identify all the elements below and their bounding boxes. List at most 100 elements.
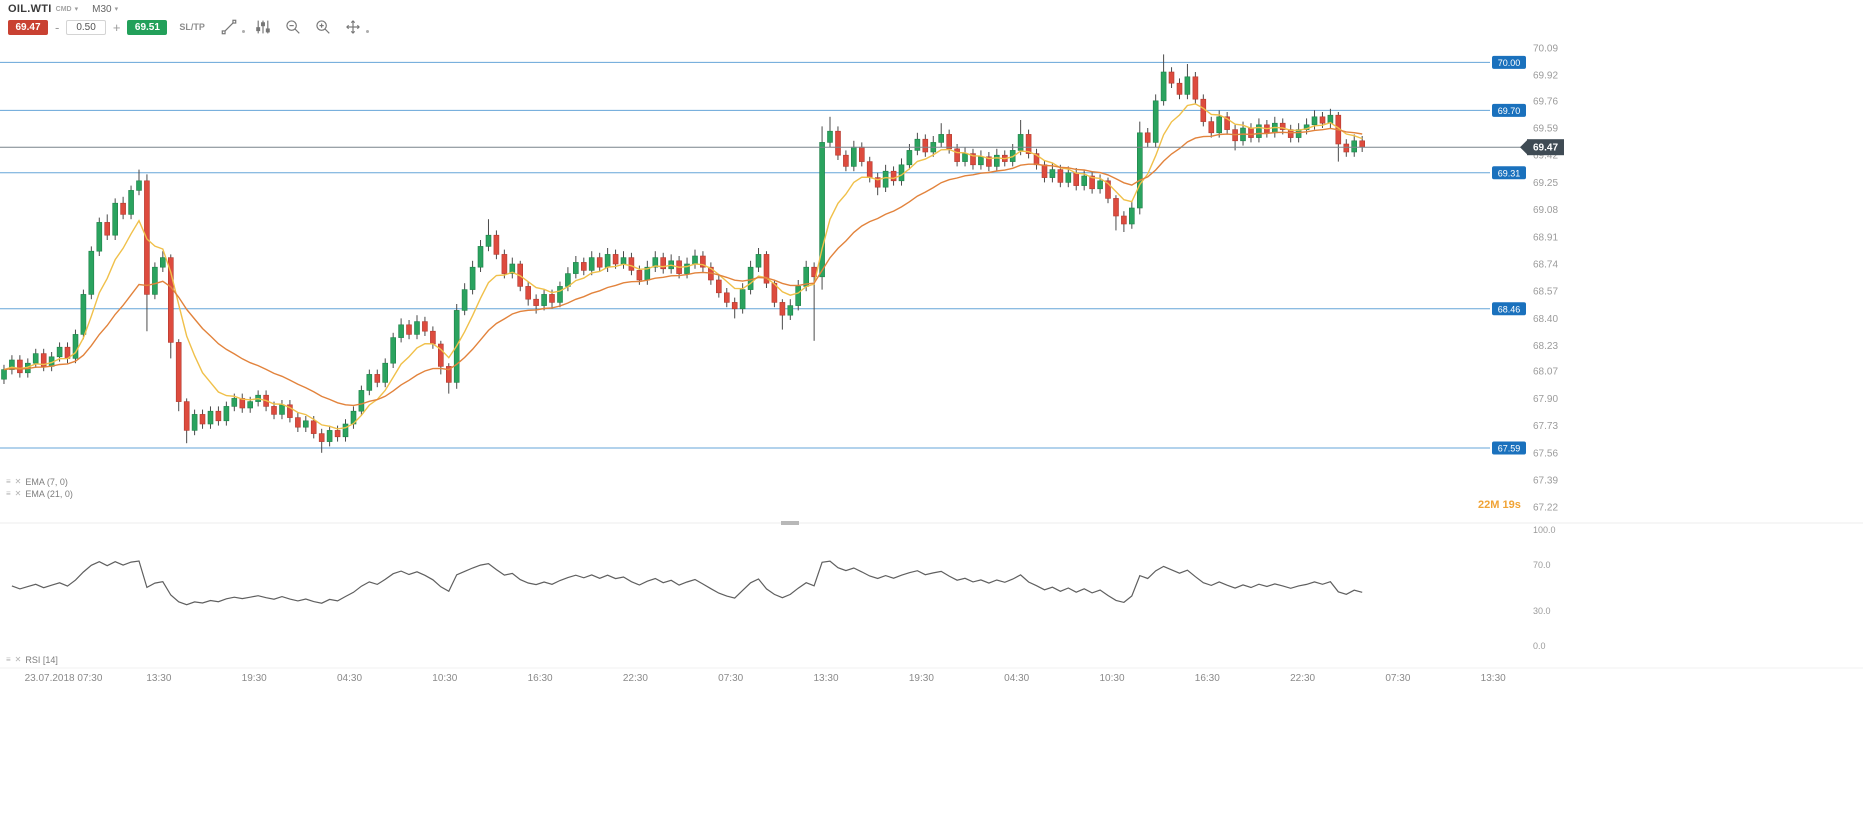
timeframe-value[interactable]: M30 xyxy=(92,3,112,15)
candle-down[interactable] xyxy=(1144,132,1151,143)
candle-up[interactable] xyxy=(652,257,659,268)
candle-up[interactable] xyxy=(160,257,166,268)
candle-down[interactable] xyxy=(271,406,277,415)
candle-up[interactable] xyxy=(207,410,214,425)
candle-down[interactable] xyxy=(1359,140,1365,148)
candle-up[interactable] xyxy=(247,401,253,409)
candle-down[interactable] xyxy=(1121,215,1127,225)
candle-up[interactable] xyxy=(604,254,611,268)
candle-up[interactable] xyxy=(96,222,103,252)
candle-up[interactable] xyxy=(366,374,373,391)
candle-up[interactable] xyxy=(382,362,389,383)
zoom-out-icon[interactable] xyxy=(285,19,301,35)
candle-up[interactable] xyxy=(342,423,349,438)
candle-up[interactable] xyxy=(414,321,420,335)
candle-down[interactable] xyxy=(954,148,960,162)
candle-up[interactable] xyxy=(302,420,309,428)
candle-up[interactable] xyxy=(588,257,595,271)
candle-down[interactable] xyxy=(104,222,110,236)
candle-down[interactable] xyxy=(628,257,635,271)
candle-up[interactable] xyxy=(993,154,1000,167)
candle-down[interactable] xyxy=(295,417,301,428)
ema-slow-legend[interactable]: ≡ ✕ EMA (21, 0) xyxy=(6,488,73,500)
candle-down[interactable] xyxy=(215,410,222,422)
candle-up[interactable] xyxy=(1152,100,1159,143)
candle-down[interactable] xyxy=(334,430,341,438)
candle-up[interactable] xyxy=(1017,134,1024,151)
sell-button[interactable]: 69.47 xyxy=(8,19,48,35)
candle-up[interactable] xyxy=(978,156,984,166)
candle-down[interactable] xyxy=(986,156,992,167)
legend-settings-icon[interactable]: ≡ xyxy=(6,489,11,498)
candle-up[interactable] xyxy=(692,255,698,265)
candlestick-chart[interactable]: 70.00 69.70 69.31 68.46 67.59 70.09 69.92 69.76… xyxy=(0,40,1863,817)
candle-up[interactable] xyxy=(1311,116,1318,126)
candle-up[interactable] xyxy=(191,414,198,431)
trendline-tool-icon[interactable] xyxy=(221,19,237,35)
legend-settings-icon[interactable]: ≡ xyxy=(6,477,11,486)
pane-resize-handle[interactable] xyxy=(781,521,799,525)
candle-up[interactable] xyxy=(755,254,762,268)
candle-up[interactable] xyxy=(469,266,476,290)
candle-down[interactable] xyxy=(1319,116,1326,124)
candle-down[interactable] xyxy=(1224,116,1230,130)
candle-down[interactable] xyxy=(437,343,444,367)
candle-up[interactable] xyxy=(557,286,563,303)
rsi-legend[interactable]: ≡ ✕ RSI [14] xyxy=(6,654,58,666)
candle-up[interactable] xyxy=(1,369,7,380)
candle-up[interactable] xyxy=(906,150,913,166)
candle-down[interactable] xyxy=(723,292,730,303)
candle-up[interactable] xyxy=(56,346,63,358)
candle-down[interactable] xyxy=(287,404,293,418)
sltp-button[interactable]: SL/TP xyxy=(179,22,205,32)
zoom-in-icon[interactable] xyxy=(315,19,331,35)
candle-up[interactable] xyxy=(1184,76,1191,95)
candle-up[interactable] xyxy=(509,263,516,274)
candle-down[interactable] xyxy=(1176,82,1183,95)
candle-down[interactable] xyxy=(1343,143,1350,153)
candle-up[interactable] xyxy=(1160,71,1167,102)
candle-down[interactable] xyxy=(1025,134,1032,154)
candle-up[interactable] xyxy=(223,406,230,422)
candle-down[interactable] xyxy=(858,146,865,162)
symbol-dropdown-caret[interactable]: ▾ xyxy=(74,6,79,13)
indicators-icon[interactable] xyxy=(255,19,271,35)
legend-close-icon[interactable]: ✕ xyxy=(14,477,22,486)
candle-up[interactable] xyxy=(938,134,945,143)
candle-up[interactable] xyxy=(684,263,690,274)
candle-down[interactable] xyxy=(612,254,619,265)
candle-up[interactable] xyxy=(136,180,142,191)
candle-down[interactable] xyxy=(1279,122,1286,130)
candle-up[interactable] xyxy=(1256,124,1262,138)
candle-down[interactable] xyxy=(731,302,738,310)
candle-down[interactable] xyxy=(1057,169,1064,183)
candle-up[interactable] xyxy=(1137,132,1143,209)
candle-up[interactable] xyxy=(787,305,794,316)
legend-close-icon[interactable]: ✕ xyxy=(14,655,22,664)
candle-down[interactable] xyxy=(1248,127,1254,138)
candle-up[interactable] xyxy=(358,390,365,412)
candle-down[interactable] xyxy=(580,262,587,271)
candle-down[interactable] xyxy=(183,401,190,431)
candle-up[interactable] xyxy=(485,234,492,247)
candle-up[interactable] xyxy=(747,266,754,290)
candle-down[interactable] xyxy=(310,420,317,434)
candle-down[interactable] xyxy=(596,257,603,268)
pan-crosshair-icon[interactable] xyxy=(345,19,361,35)
candle-up[interactable] xyxy=(398,324,404,338)
candle-down[interactable] xyxy=(445,366,452,383)
candle-up[interactable] xyxy=(1065,172,1072,183)
candle-down[interactable] xyxy=(318,433,325,442)
candle-up[interactable] xyxy=(850,146,857,167)
candle-up[interactable] xyxy=(1216,116,1222,134)
legend-settings-icon[interactable]: ≡ xyxy=(6,655,11,664)
candle-down[interactable] xyxy=(168,257,174,343)
candle-up[interactable] xyxy=(231,398,238,407)
candle-down[interactable] xyxy=(763,254,770,284)
timeframe-select[interactable]: M30 ▾ xyxy=(92,4,118,15)
candle-up[interactable] xyxy=(914,138,921,151)
candle-up[interactable] xyxy=(88,250,95,295)
candle-down[interactable] xyxy=(549,294,555,303)
candle-down[interactable] xyxy=(1073,172,1079,186)
candle-down[interactable] xyxy=(1041,164,1048,178)
